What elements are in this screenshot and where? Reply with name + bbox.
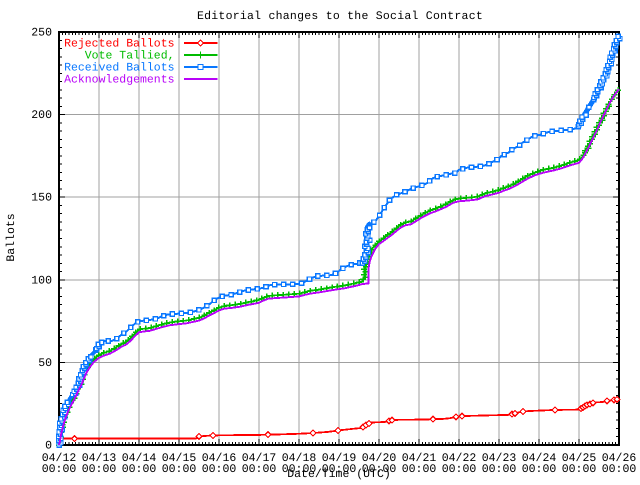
svg-text:00:00: 00:00: [322, 463, 357, 476]
svg-text:00:00: 00:00: [602, 463, 637, 476]
svg-text:100: 100: [31, 274, 52, 287]
svg-text:00:00: 00:00: [442, 463, 477, 476]
svg-text:Vote Tallied,: Vote Tallied,: [85, 50, 175, 63]
svg-text:00:00: 00:00: [202, 463, 237, 476]
svg-text:04/22: 04/22: [442, 452, 477, 465]
svg-text:00:00: 00:00: [402, 463, 437, 476]
svg-text:04/18: 04/18: [282, 452, 317, 465]
svg-text:00:00: 00:00: [282, 463, 317, 476]
svg-text:04/26: 04/26: [602, 452, 637, 465]
svg-text:00:00: 00:00: [522, 463, 557, 476]
svg-text:00:00: 00:00: [42, 463, 77, 476]
svg-text:04/25: 04/25: [562, 452, 597, 465]
svg-text:04/19: 04/19: [322, 452, 357, 465]
svg-text:Date/Time (UTC): Date/Time (UTC): [287, 468, 391, 480]
svg-text:00:00: 00:00: [82, 463, 117, 476]
svg-text:04/21: 04/21: [402, 452, 437, 465]
svg-text:Acknowledgements: Acknowledgements: [64, 74, 174, 87]
svg-text:04/17: 04/17: [242, 452, 277, 465]
svg-text:04/14: 04/14: [122, 452, 157, 465]
svg-text:04/23: 04/23: [482, 452, 517, 465]
svg-text:Received Ballots: Received Ballots: [64, 62, 174, 75]
svg-text:04/24: 04/24: [522, 452, 557, 465]
svg-text:04/12: 04/12: [42, 452, 77, 465]
svg-text:00:00: 00:00: [562, 463, 597, 476]
svg-text:0: 0: [45, 440, 52, 453]
svg-text:00:00: 00:00: [242, 463, 277, 476]
svg-text:00:00: 00:00: [482, 463, 517, 476]
svg-text:50: 50: [38, 357, 52, 370]
svg-text:Editorial changes to the Socia: Editorial changes to the Social Contract: [197, 10, 483, 23]
svg-text:04/16: 04/16: [202, 452, 237, 465]
svg-text:250: 250: [31, 27, 52, 40]
svg-text:200: 200: [31, 109, 52, 122]
svg-text:00:00: 00:00: [362, 463, 397, 476]
svg-text:150: 150: [31, 192, 52, 205]
svg-text:00:00: 00:00: [162, 463, 197, 476]
svg-text:04/20: 04/20: [362, 452, 397, 465]
svg-text:04/13: 04/13: [82, 452, 117, 465]
svg-text:Rejected Ballots: Rejected Ballots: [64, 38, 174, 51]
svg-text:04/15: 04/15: [162, 452, 197, 465]
svg-text:00:00: 00:00: [122, 463, 157, 476]
svg-text:Ballots: Ballots: [5, 213, 18, 261]
